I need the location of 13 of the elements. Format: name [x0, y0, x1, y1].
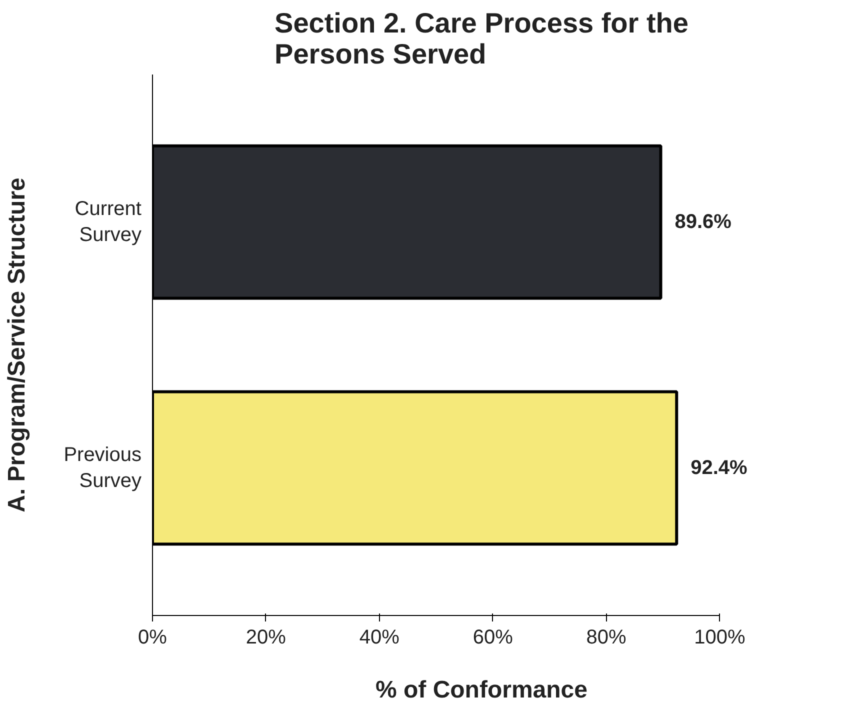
data-label: 92.4% — [690, 456, 748, 479]
x-tick-label: 20% — [246, 626, 286, 648]
x-tick-label: 80% — [586, 626, 627, 648]
x-tick-label: 60% — [472, 626, 514, 648]
x-axis-title: % of Conformance — [375, 676, 588, 704]
y-tick-label: Previous Survey — [64, 444, 142, 492]
x-tick-label: 40% — [359, 626, 400, 648]
y-tick-label: Current Survey — [74, 198, 142, 246]
x-tick-label: 100% — [694, 626, 746, 648]
x-tick-label: 0% — [138, 626, 168, 648]
y-axis-title: A. Program/Service Structure — [4, 178, 31, 512]
data-label: 89.6% — [674, 211, 732, 234]
chart-title: Section 2. Care Process for the Persons Served — [274, 8, 688, 70]
